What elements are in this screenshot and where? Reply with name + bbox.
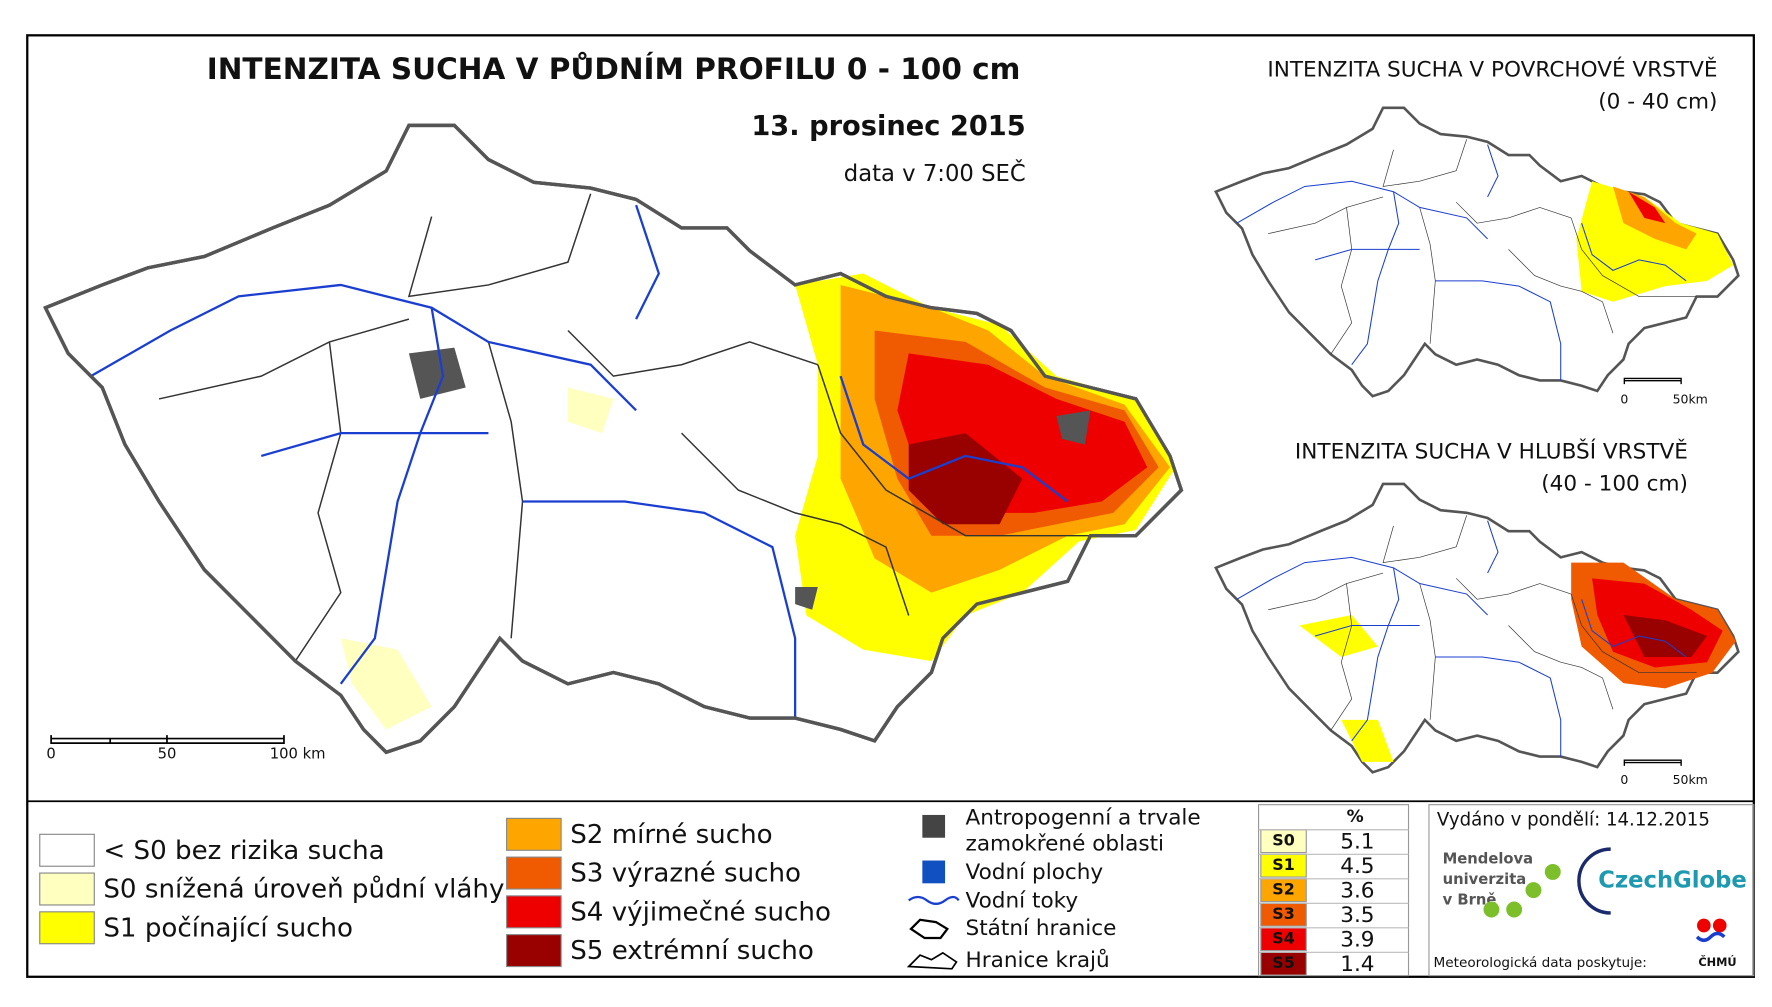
- scale-label: 0: [46, 746, 55, 763]
- main-date: 13. prosinec 2015: [751, 111, 1025, 142]
- feature-legend: Antropogenní a trvale zamokřené oblasti …: [906, 805, 1201, 973]
- percent-value: 3.5: [1340, 903, 1374, 928]
- legend-label: S0 snížená úroveň půdní vláhy: [103, 875, 504, 905]
- class-code: S0: [1272, 831, 1294, 850]
- inset-title: INTENZITA SUCHA V HLUBŠÍ VRSTVĚ: [1295, 438, 1688, 464]
- main-title: INTENZITA SUCHA V PŮDNÍM PROFILU 0 - 100…: [207, 50, 1021, 86]
- inset-subtitle: (0 - 40 cm): [1598, 90, 1717, 115]
- feature-label: Vodní plochy: [966, 860, 1104, 885]
- stats-table: % S0 5.1 S1 4.5 S2 3.6 S3 3.5 S4 3.9 S5 1.4: [1258, 804, 1410, 977]
- footer: Vydáno v pondělí: 14.12.2015 Mendelova u…: [1428, 804, 1755, 977]
- time-note: data v 7:00 SEČ: [844, 159, 1026, 187]
- inset-title: INTENZITA SUCHA V POVRCHOVÉ VRSTVĚ: [1267, 57, 1717, 83]
- legend-swatch: [39, 872, 95, 906]
- feature-label: Hranice krajů: [966, 948, 1110, 973]
- logo-text: ČHMÚ: [1698, 955, 1736, 969]
- class-code: S5: [1272, 953, 1294, 972]
- legend-swatch: [506, 934, 562, 968]
- main-map: [43, 123, 1184, 754]
- scale-label: 0: [1620, 392, 1628, 407]
- feature-label: zamokřené oblasti: [966, 832, 1165, 857]
- scale-label: 0: [1620, 772, 1628, 787]
- feature-label: Státní hranice: [966, 916, 1117, 941]
- legend-label: < S0 bez rizika sucha: [103, 836, 384, 866]
- scale-label: 100 km: [270, 746, 326, 763]
- logo-text: CzechGlobe: [1598, 868, 1747, 894]
- provider-label: Meteorologická data poskytuje:: [1434, 955, 1647, 971]
- class-code: S4: [1272, 929, 1294, 948]
- legend-label: S4 výjimečné sucho: [570, 897, 831, 927]
- legend-swatch: [506, 817, 562, 851]
- logo-text: v Brně: [1443, 891, 1497, 908]
- legend-swatch: [506, 856, 562, 890]
- scale-label: 50km: [1673, 392, 1708, 407]
- legend-swatch: [39, 911, 95, 945]
- table-header: %: [1347, 807, 1364, 827]
- scale-label: 50km: [1673, 772, 1708, 787]
- inset-surface-map: [1214, 106, 1740, 398]
- logo-text: univerzita: [1443, 871, 1527, 888]
- percent-value: 5.1: [1340, 829, 1374, 854]
- legend-label: S2 mírné sucho: [570, 820, 772, 850]
- logo-text: Mendelova: [1443, 850, 1534, 867]
- legend-swatch: [39, 833, 95, 867]
- class-code: S2: [1272, 880, 1294, 899]
- percent-value: 4.5: [1340, 854, 1374, 879]
- inset-scale-bars: [1623, 377, 1682, 766]
- class-code: S3: [1272, 904, 1294, 923]
- percent-value: 3.9: [1340, 927, 1374, 952]
- feature-label: Antropogenní a trvale: [966, 805, 1201, 830]
- inset-subtitle: (40 - 100 cm): [1541, 471, 1688, 496]
- legend-label: S1 počínající sucho: [103, 913, 353, 943]
- issued-date: Vydáno v pondělí: 14.12.2015: [1437, 810, 1710, 831]
- percent-value: 3.6: [1340, 878, 1374, 903]
- feature-label: Vodní toky: [966, 889, 1079, 914]
- scale-label: 50: [158, 746, 177, 763]
- inset-deep-map: [1214, 482, 1740, 774]
- percent-value: 1.4: [1340, 952, 1374, 977]
- class-code: S1: [1272, 855, 1294, 874]
- legend-label: S3 výrazné sucho: [570, 859, 801, 889]
- legend-swatch: [506, 895, 562, 929]
- legend-label: S5 extrémní sucho: [570, 936, 814, 966]
- main-scale-bar: [50, 735, 285, 744]
- legend: < S0 bez rizika sucha S0 snížená úroveň p…: [39, 817, 831, 968]
